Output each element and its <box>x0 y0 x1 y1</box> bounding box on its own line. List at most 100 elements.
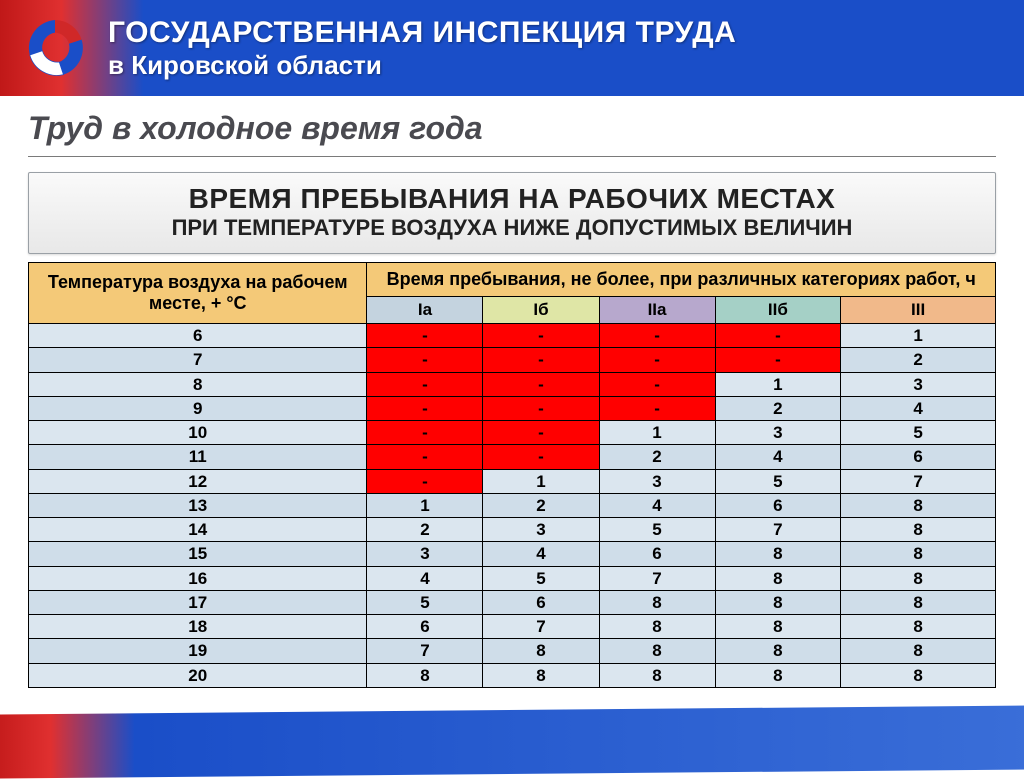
cell-value: 6 <box>599 542 715 566</box>
cell-value: 5 <box>483 566 599 590</box>
cell-temp: 17 <box>29 590 367 614</box>
cell-value: 6 <box>367 615 483 639</box>
cell-value: 3 <box>367 542 483 566</box>
cell-value: 8 <box>715 615 841 639</box>
cell-value: 1 <box>841 324 996 348</box>
cell-value: 8 <box>841 663 996 687</box>
cell-value: 2 <box>483 493 599 517</box>
table-row: 1423578 <box>29 518 996 542</box>
cell-value: 6 <box>483 590 599 614</box>
table-row: 2088888 <box>29 663 996 687</box>
table-row: 1645788 <box>29 566 996 590</box>
cell-value: - <box>483 372 599 396</box>
cell-value: 5 <box>599 518 715 542</box>
cell-value: 3 <box>483 518 599 542</box>
cell-value: 8 <box>841 639 996 663</box>
page-title: Труд в холодное время года <box>28 110 996 147</box>
table-row: 1312468 <box>29 493 996 517</box>
cell-temp: 14 <box>29 518 367 542</box>
cell-value: - <box>483 445 599 469</box>
cell-value: 4 <box>715 445 841 469</box>
cell-value: - <box>367 348 483 372</box>
th-category-3: IIб <box>715 297 841 324</box>
th-category-2: IIа <box>599 297 715 324</box>
cell-temp: 10 <box>29 421 367 445</box>
cell-value: 1 <box>599 421 715 445</box>
cell-value: 8 <box>599 590 715 614</box>
header-stripe: ГОСУДАРСТВЕННАЯ ИНСПЕКЦИЯ ТРУДА в Кировс… <box>0 0 1024 96</box>
cell-temp: 19 <box>29 639 367 663</box>
cell-value: 4 <box>483 542 599 566</box>
cell-value: - <box>599 348 715 372</box>
cell-value: 7 <box>715 518 841 542</box>
cell-value: 1 <box>367 493 483 517</box>
cell-value: 5 <box>367 590 483 614</box>
cell-value: 8 <box>483 639 599 663</box>
table-row: 1978888 <box>29 639 996 663</box>
cell-value: - <box>715 348 841 372</box>
cell-value: 8 <box>715 566 841 590</box>
cell-value: - <box>483 348 599 372</box>
data-table: Температура воздуха на рабочем месте, + … <box>28 262 996 688</box>
title-underline <box>28 156 996 157</box>
cell-temp: 15 <box>29 542 367 566</box>
cell-temp: 11 <box>29 445 367 469</box>
cell-temp: 13 <box>29 493 367 517</box>
cell-value: 8 <box>841 566 996 590</box>
cell-value: 4 <box>841 396 996 420</box>
cell-value: 7 <box>841 469 996 493</box>
cell-value: - <box>715 324 841 348</box>
cell-value: - <box>483 324 599 348</box>
cell-temp: 20 <box>29 663 367 687</box>
cell-value: 8 <box>715 639 841 663</box>
table-row: 12-1357 <box>29 469 996 493</box>
th-temperature: Температура воздуха на рабочем месте, + … <box>29 263 367 324</box>
banner: ВРЕМЯ ПРЕБЫВАНИЯ НА РАБОЧИХ МЕСТАХ ПРИ Т… <box>28 172 996 254</box>
cell-value: - <box>367 469 483 493</box>
cell-value: 2 <box>599 445 715 469</box>
cell-value: 8 <box>599 663 715 687</box>
cell-temp: 12 <box>29 469 367 493</box>
cell-value: - <box>367 445 483 469</box>
cell-value: - <box>483 421 599 445</box>
table-row: 1534688 <box>29 542 996 566</box>
cell-temp: 6 <box>29 324 367 348</box>
cell-value: 8 <box>841 542 996 566</box>
cell-value: - <box>367 396 483 420</box>
cell-value: 7 <box>599 566 715 590</box>
cell-value: 1 <box>715 372 841 396</box>
table-row: 1867888 <box>29 615 996 639</box>
cell-value: 4 <box>599 493 715 517</box>
th-category-1: Iб <box>483 297 599 324</box>
cell-value: 8 <box>841 590 996 614</box>
cell-value: 6 <box>715 493 841 517</box>
table-row: 10--135 <box>29 421 996 445</box>
cell-value: 8 <box>599 639 715 663</box>
table-row: 6----1 <box>29 324 996 348</box>
cell-value: 7 <box>483 615 599 639</box>
table-row: 9---24 <box>29 396 996 420</box>
org-title-line2: в Кировской области <box>108 50 736 81</box>
cell-value: 8 <box>599 615 715 639</box>
cell-value: 8 <box>715 542 841 566</box>
cell-value: 2 <box>367 518 483 542</box>
banner-line1: ВРЕМЯ ПРЕБЫВАНИЯ НА РАБОЧИХ МЕСТАХ <box>41 183 983 215</box>
cell-value: 8 <box>841 493 996 517</box>
cell-temp: 7 <box>29 348 367 372</box>
cell-value: 3 <box>599 469 715 493</box>
cell-value: 4 <box>367 566 483 590</box>
cell-value: 5 <box>841 421 996 445</box>
table-row: 7----2 <box>29 348 996 372</box>
cell-value: 8 <box>715 590 841 614</box>
cell-value: 3 <box>715 421 841 445</box>
cell-value: - <box>483 396 599 420</box>
cell-value: 1 <box>483 469 599 493</box>
cell-value: - <box>599 396 715 420</box>
cell-temp: 16 <box>29 566 367 590</box>
th-category-0: Iа <box>367 297 483 324</box>
org-title-line1: ГОСУДАРСТВЕННАЯ ИНСПЕКЦИЯ ТРУДА <box>108 16 736 50</box>
banner-line2: ПРИ ТЕМПЕРАТУРЕ ВОЗДУХА НИЖЕ ДОПУСТИМЫХ … <box>41 215 983 241</box>
cell-value: 5 <box>715 469 841 493</box>
table-row: 8---13 <box>29 372 996 396</box>
cell-value: - <box>599 324 715 348</box>
